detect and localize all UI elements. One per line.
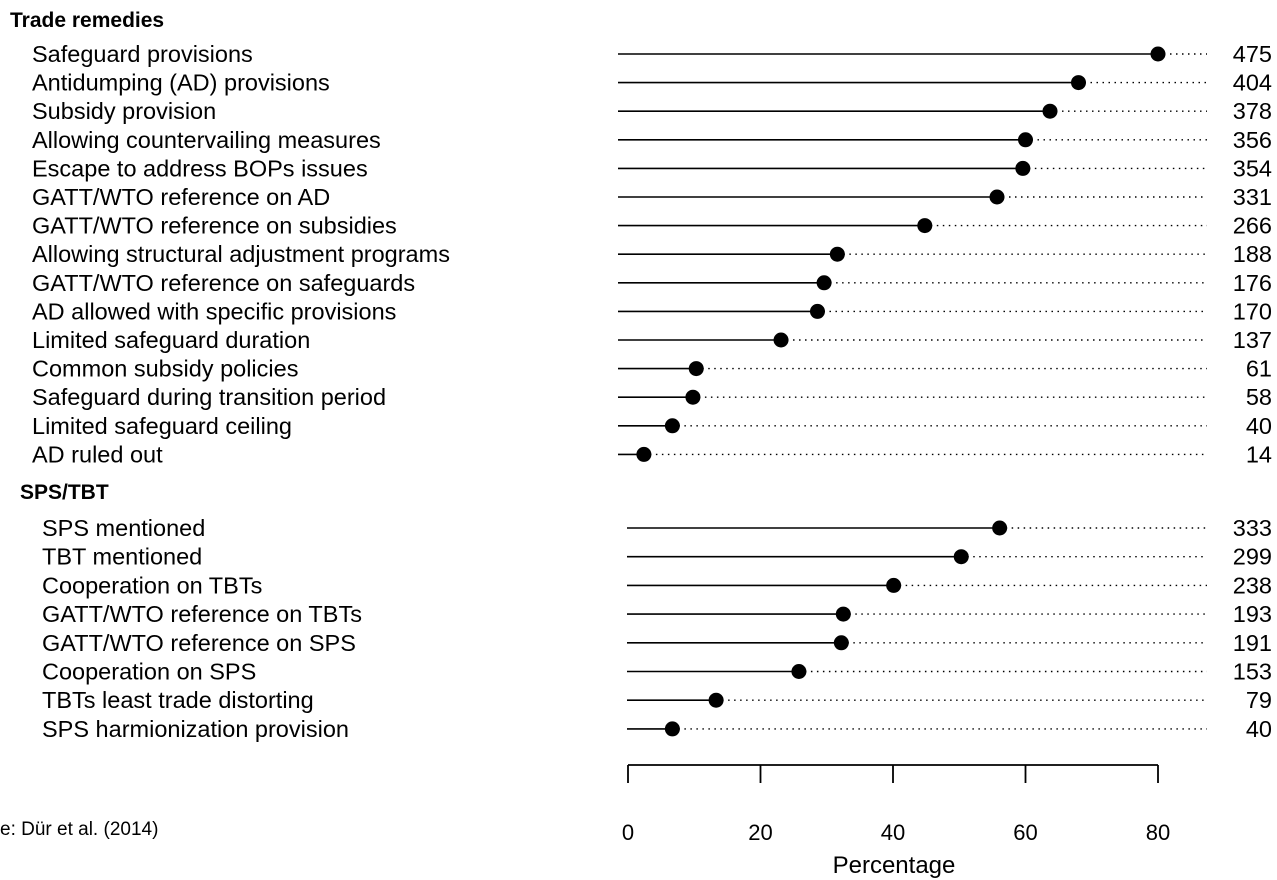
row-count: 378	[1233, 98, 1272, 124]
row-count: 238	[1233, 572, 1272, 598]
row-count: 299	[1233, 544, 1272, 570]
row-label: GATT/WTO reference on SPS	[42, 630, 356, 656]
data-point	[917, 218, 932, 233]
data-point	[1018, 132, 1033, 147]
group-header-trade-remedies: Trade remedies	[10, 9, 164, 32]
data-point	[954, 549, 969, 564]
row-label: Limited safeguard ceiling	[32, 413, 292, 439]
row-label: AD allowed with specific provisions	[32, 298, 396, 324]
row-label: Safeguard during transition period	[32, 384, 386, 410]
x-tick-label: 80	[1146, 820, 1170, 845]
row-label: Common subsidy policies	[32, 356, 298, 382]
data-point	[685, 390, 700, 405]
row-count: 170	[1233, 298, 1272, 324]
row-count: 331	[1233, 184, 1272, 210]
row-count: 40	[1246, 413, 1272, 439]
row-count: 193	[1233, 601, 1272, 627]
row-label: SPS mentioned	[42, 515, 205, 541]
x-tick-label: 0	[622, 820, 634, 845]
data-point	[886, 578, 901, 593]
data-point	[1015, 161, 1030, 176]
data-point	[836, 607, 851, 622]
row-count: 266	[1233, 213, 1272, 239]
row-label: AD ruled out	[32, 441, 163, 467]
row-label: Escape to address BOPs issues	[32, 155, 368, 181]
data-point	[791, 664, 806, 679]
data-point	[830, 247, 845, 262]
row-count: 333	[1233, 515, 1272, 541]
data-point	[817, 275, 832, 290]
row-count: 354	[1233, 155, 1272, 181]
row-label: Safeguard provisions	[32, 41, 253, 67]
data-point	[709, 693, 724, 708]
row-count: 137	[1233, 327, 1272, 353]
row-label: Cooperation on TBTs	[42, 572, 262, 598]
row-label: TBTs least trade distorting	[42, 687, 314, 713]
row-count: 404	[1233, 70, 1272, 96]
x-tick-label: 20	[748, 820, 772, 845]
row-count: 153	[1233, 659, 1272, 685]
row-label: Cooperation on SPS	[42, 659, 256, 685]
row-label: TBT mentioned	[42, 544, 202, 570]
row-label: GATT/WTO reference on TBTs	[42, 601, 362, 627]
row-label: SPS harmionization provision	[42, 716, 349, 742]
data-point	[665, 721, 680, 736]
x-axis-title: Percentage	[833, 852, 956, 879]
data-point	[990, 190, 1005, 205]
row-count: 58	[1246, 384, 1272, 410]
row-count: 40	[1246, 716, 1272, 742]
data-point	[665, 418, 680, 433]
data-point	[636, 447, 651, 462]
data-point	[1151, 47, 1166, 62]
data-point	[810, 304, 825, 319]
row-count: 475	[1233, 41, 1272, 67]
row-label: Limited safeguard duration	[32, 327, 310, 353]
data-point	[1071, 75, 1086, 90]
data-point	[774, 333, 789, 348]
x-tick-label: 40	[881, 820, 905, 845]
x-tick-label: 60	[1013, 820, 1037, 845]
row-count: 79	[1246, 687, 1272, 713]
row-count: 61	[1246, 356, 1272, 382]
row-label: Subsidy provision	[32, 98, 216, 124]
row-count: 191	[1233, 630, 1272, 656]
row-label: GATT/WTO reference on subsidies	[32, 213, 397, 239]
row-count: 356	[1233, 127, 1272, 153]
row-label: Antidumping (AD) provisions	[32, 70, 330, 96]
group-header-sps-tbt: SPS/TBT	[20, 481, 109, 504]
row-count: 188	[1233, 241, 1272, 267]
data-point	[1043, 104, 1058, 119]
data-point	[992, 521, 1007, 536]
row-count: 14	[1246, 441, 1272, 467]
data-point	[689, 361, 704, 376]
data-point	[834, 635, 849, 650]
row-label: GATT/WTO reference on safeguards	[32, 270, 415, 296]
row-label: Allowing countervailing measures	[32, 127, 381, 153]
row-count: 176	[1233, 270, 1272, 296]
row-label: GATT/WTO reference on AD	[32, 184, 330, 210]
source-note: e: Dür et al. (2014)	[0, 819, 158, 840]
row-label: Allowing structural adjustment programs	[32, 241, 450, 267]
